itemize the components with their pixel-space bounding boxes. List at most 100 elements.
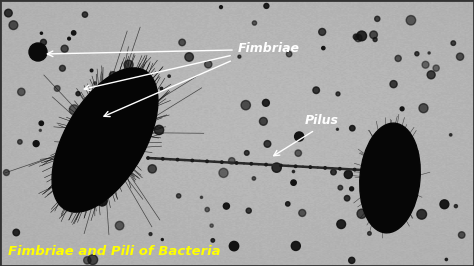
Circle shape	[33, 141, 39, 147]
Circle shape	[219, 168, 228, 177]
Circle shape	[252, 177, 255, 180]
Circle shape	[370, 31, 377, 39]
Circle shape	[292, 171, 294, 173]
Circle shape	[149, 233, 152, 235]
Circle shape	[433, 65, 439, 71]
Circle shape	[428, 52, 430, 54]
Circle shape	[313, 87, 319, 94]
Circle shape	[292, 242, 301, 251]
Circle shape	[191, 159, 193, 162]
Circle shape	[82, 12, 88, 17]
Circle shape	[40, 39, 46, 45]
Circle shape	[295, 150, 301, 156]
Ellipse shape	[360, 123, 420, 233]
Circle shape	[176, 194, 181, 198]
Circle shape	[228, 158, 235, 164]
Circle shape	[18, 140, 22, 144]
Circle shape	[246, 208, 251, 213]
Circle shape	[95, 160, 102, 167]
Circle shape	[205, 61, 212, 68]
Circle shape	[299, 210, 306, 217]
Circle shape	[210, 224, 213, 227]
Circle shape	[406, 15, 416, 25]
Circle shape	[220, 161, 223, 163]
Circle shape	[395, 55, 401, 61]
Circle shape	[368, 232, 371, 235]
Circle shape	[205, 207, 210, 212]
Circle shape	[241, 101, 250, 110]
Circle shape	[456, 53, 464, 60]
Circle shape	[280, 164, 282, 167]
Circle shape	[104, 157, 106, 160]
Circle shape	[417, 209, 427, 219]
Circle shape	[309, 166, 311, 168]
Circle shape	[263, 99, 269, 106]
Text: Pilus: Pilus	[305, 114, 339, 127]
Circle shape	[140, 137, 143, 139]
Circle shape	[250, 163, 253, 165]
Circle shape	[34, 50, 42, 57]
Circle shape	[59, 65, 65, 71]
Circle shape	[76, 92, 80, 96]
Circle shape	[353, 34, 359, 40]
Circle shape	[445, 258, 447, 261]
Circle shape	[319, 28, 326, 35]
Text: Fimbriae and Pili of Bacteria: Fimbriae and Pili of Bacteria	[8, 245, 220, 258]
Circle shape	[440, 200, 449, 209]
Circle shape	[136, 141, 139, 144]
Circle shape	[105, 110, 109, 114]
Circle shape	[354, 168, 356, 171]
Circle shape	[357, 209, 366, 218]
Circle shape	[97, 196, 107, 206]
Circle shape	[427, 71, 435, 79]
Circle shape	[39, 129, 41, 131]
Circle shape	[72, 31, 76, 35]
Circle shape	[3, 170, 9, 176]
Circle shape	[374, 16, 380, 22]
Circle shape	[118, 106, 126, 114]
Circle shape	[9, 21, 18, 30]
Circle shape	[324, 167, 326, 169]
Circle shape	[397, 142, 406, 151]
Circle shape	[64, 185, 67, 187]
Circle shape	[155, 125, 164, 135]
Circle shape	[238, 55, 241, 58]
Circle shape	[344, 196, 350, 201]
Circle shape	[409, 181, 415, 187]
Circle shape	[322, 47, 325, 50]
Circle shape	[458, 232, 465, 238]
Circle shape	[55, 86, 60, 91]
Circle shape	[223, 203, 229, 209]
Circle shape	[5, 9, 12, 17]
Circle shape	[337, 128, 338, 130]
Circle shape	[295, 132, 304, 141]
Circle shape	[422, 61, 429, 68]
Circle shape	[350, 187, 354, 191]
Circle shape	[370, 161, 375, 166]
Circle shape	[259, 117, 267, 125]
Circle shape	[376, 189, 385, 198]
Circle shape	[61, 45, 68, 52]
Circle shape	[124, 60, 133, 69]
Circle shape	[285, 202, 290, 206]
Circle shape	[179, 39, 185, 46]
Circle shape	[392, 181, 399, 188]
Circle shape	[161, 239, 164, 240]
Circle shape	[419, 104, 428, 113]
Circle shape	[357, 31, 366, 41]
Circle shape	[88, 255, 98, 265]
Circle shape	[252, 21, 256, 25]
Circle shape	[93, 82, 96, 85]
Circle shape	[294, 165, 297, 168]
Circle shape	[349, 257, 355, 263]
Circle shape	[185, 53, 193, 61]
Circle shape	[245, 151, 249, 155]
Circle shape	[40, 32, 43, 34]
Circle shape	[148, 165, 156, 173]
Circle shape	[331, 169, 336, 175]
Circle shape	[400, 107, 404, 111]
Circle shape	[168, 75, 170, 77]
Circle shape	[115, 136, 122, 143]
Circle shape	[206, 160, 208, 163]
Circle shape	[415, 52, 419, 56]
